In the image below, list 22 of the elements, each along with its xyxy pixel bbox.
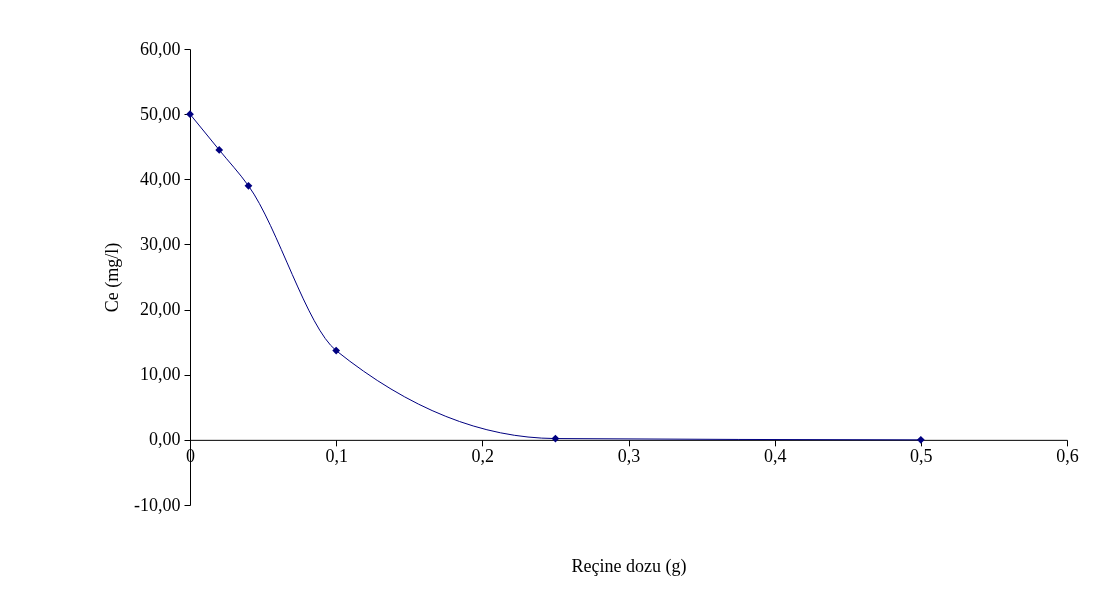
point bbox=[332, 346, 341, 355]
y-tick-label: 20,00 bbox=[140, 299, 181, 320]
x-tick-label: 0,6 bbox=[1056, 446, 1079, 467]
y-tick-label: -10,00 bbox=[134, 494, 181, 515]
x-tick-label: 0,2 bbox=[471, 446, 495, 467]
x-tick-label: 0,1 bbox=[325, 446, 348, 467]
y-tick-label: 40,00 bbox=[140, 168, 181, 189]
y-axis-title: Ce (mg/l) bbox=[102, 242, 124, 313]
x-tick-label: 0,3 bbox=[617, 446, 641, 467]
point bbox=[551, 434, 560, 443]
y-tick-label: 0,00 bbox=[149, 429, 181, 450]
point bbox=[215, 146, 224, 154]
y-tick-label: 30,00 bbox=[140, 233, 181, 254]
point bbox=[916, 435, 925, 444]
x-axis-title: Reçine dozu (g) bbox=[571, 556, 687, 578]
point bbox=[244, 181, 253, 190]
y-tick-label: 60,00 bbox=[140, 38, 181, 59]
y-tick-label: 50,00 bbox=[140, 103, 181, 124]
point bbox=[186, 110, 194, 119]
x-tick-label: 0,5 bbox=[910, 446, 933, 467]
x-tick-label: 0,4 bbox=[763, 446, 787, 467]
y-tick-label: 10,00 bbox=[140, 364, 181, 385]
